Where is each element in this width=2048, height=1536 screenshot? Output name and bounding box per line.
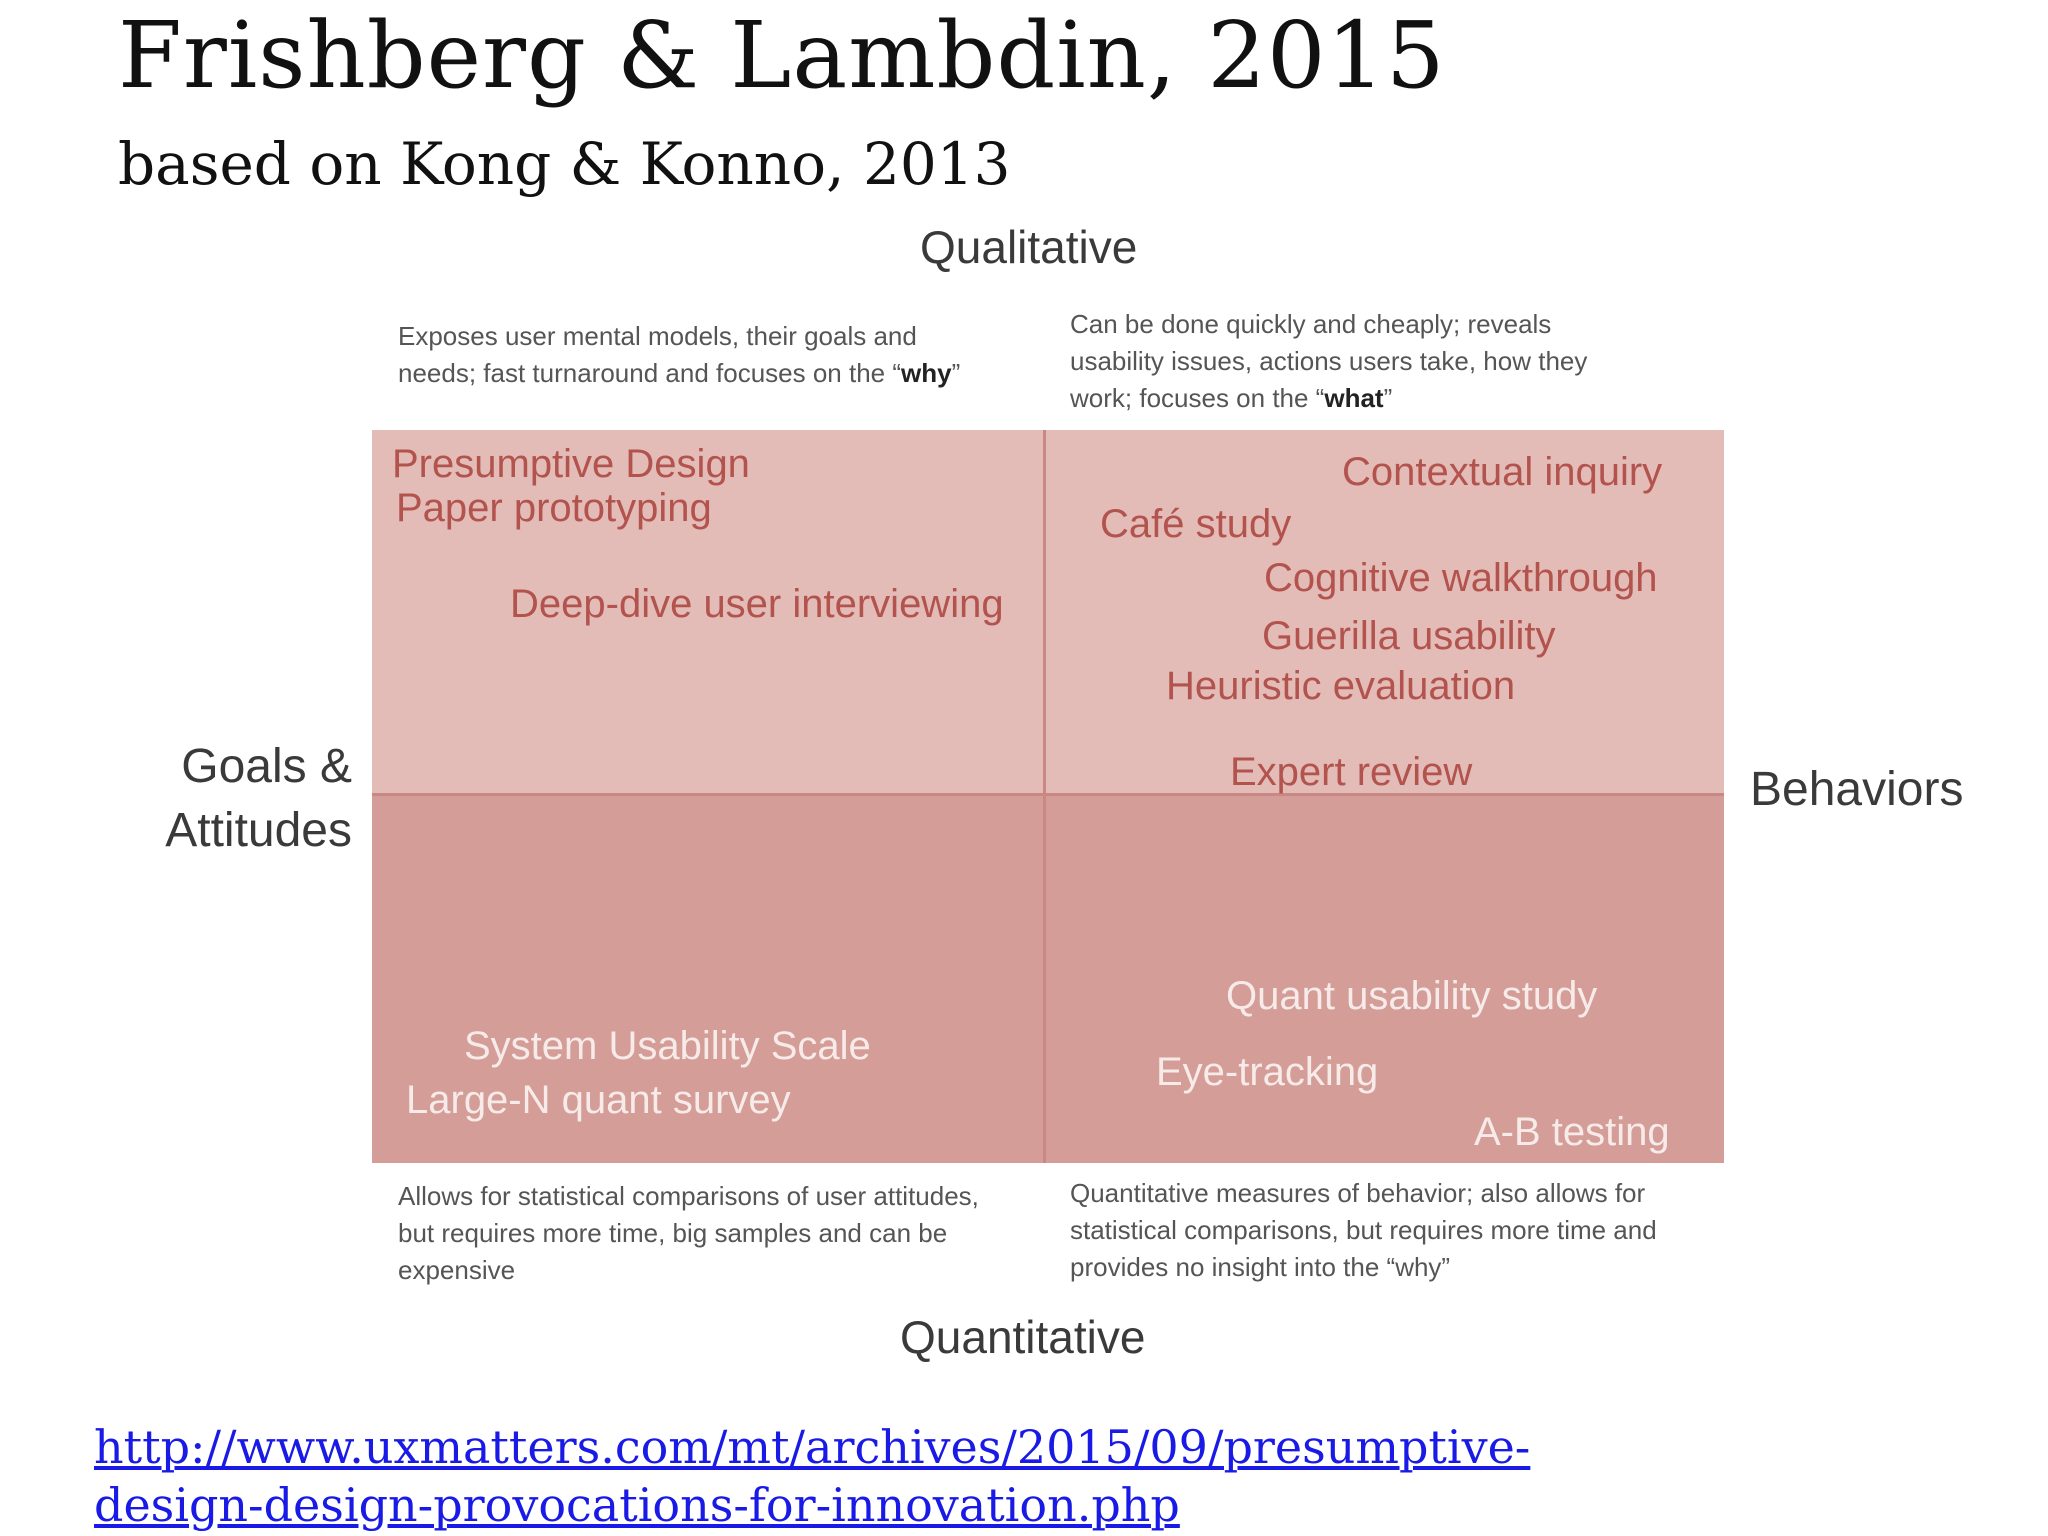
quadrant-qualitative-behaviors bbox=[1044, 430, 1724, 795]
quadrant-quantitative-attitudes bbox=[372, 795, 1044, 1163]
slide-subtitle: based on Kong & Konno, 2013 bbox=[118, 130, 1011, 198]
method-system-usability-scale: System Usability Scale bbox=[464, 1024, 871, 1068]
method-cafe-study: Café study bbox=[1100, 502, 1292, 546]
slide-title: Frishberg & Lambdin, 2015 bbox=[118, 2, 1446, 109]
quadrant-quantitative-behaviors bbox=[1044, 795, 1724, 1163]
description-bottom-left: Allows for statistical comparisons of us… bbox=[398, 1181, 979, 1285]
axis-label-quantitative: Quantitative bbox=[900, 1311, 1146, 1363]
description-top-left: Exposes user mental models, their goals … bbox=[398, 318, 998, 392]
method-contextual-inquiry: Contextual inquiry bbox=[1342, 450, 1663, 494]
quadrant-qualitative-attitudes bbox=[372, 430, 1044, 795]
method-guerilla-usability: Guerilla usability bbox=[1262, 614, 1556, 658]
source-link[interactable]: http://www.uxmatters.com/mt/archives/201… bbox=[94, 1420, 1531, 1532]
method-ab-testing: A-B testing bbox=[1474, 1110, 1670, 1154]
description-end: ” bbox=[1383, 383, 1393, 413]
description-text: Exposes user mental models, their goals … bbox=[398, 321, 917, 388]
method-deep-dive-interviewing: Deep-dive user interviewing bbox=[510, 582, 1004, 626]
axis-label-behaviors: Behaviors bbox=[1750, 763, 1964, 816]
method-presumptive-design: Presumptive Design bbox=[392, 442, 750, 486]
axis-label-goals-attitudes: Goals & Attitudes bbox=[165, 740, 352, 857]
method-expert-review: Expert review bbox=[1230, 750, 1473, 794]
method-quant-usability-study: Quant usability study bbox=[1226, 974, 1598, 1018]
method-paper-prototyping: Paper prototyping bbox=[396, 486, 712, 530]
vertical-divider bbox=[1043, 430, 1046, 1163]
description-text: Can be done quickly and cheaply; reveals… bbox=[1070, 309, 1588, 413]
description-top-right: Can be done quickly and cheaply; reveals… bbox=[1070, 306, 1630, 417]
method-heuristic-evaluation: Heuristic evaluation bbox=[1166, 664, 1516, 708]
axis-label-qualitative: Qualitative bbox=[920, 221, 1138, 273]
description-bottom-right: Quantitative measures of behavior; also … bbox=[1070, 1178, 1657, 1282]
method-eye-tracking: Eye-tracking bbox=[1156, 1050, 1379, 1094]
method-cognitive-walkthrough: Cognitive walkthrough bbox=[1264, 556, 1658, 600]
method-large-n-quant-survey: Large-N quant survey bbox=[406, 1078, 791, 1122]
description-emphasis: why bbox=[901, 358, 952, 388]
description-end: ” bbox=[951, 358, 961, 388]
horizontal-divider bbox=[372, 793, 1724, 796]
description-emphasis: what bbox=[1324, 383, 1384, 413]
